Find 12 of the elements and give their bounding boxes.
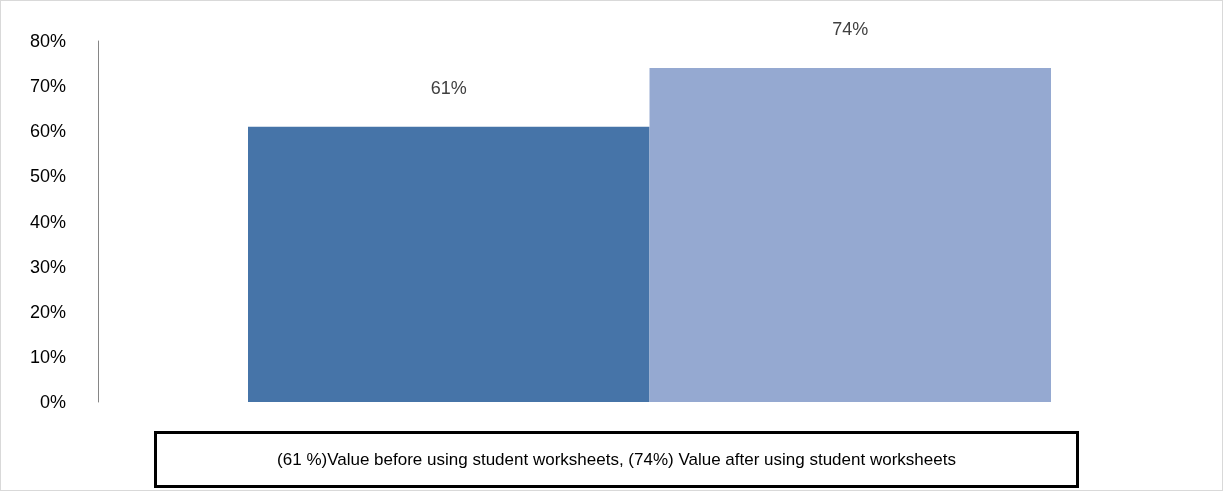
y-tick-label: 50%: [29, 166, 66, 187]
y-tick-label: 0%: [39, 392, 66, 412]
data-label: 74%: [832, 19, 869, 40]
y-tick-label: 60%: [29, 121, 66, 142]
y-tick-label: 30%: [29, 256, 66, 277]
y-tick-label: 80%: [29, 31, 66, 51]
data-label: 61%: [430, 77, 467, 98]
y-tick-label: 70%: [29, 76, 66, 97]
text: (61 %)Value before using student worksheets, (74%) Value after using student worksheets: [277, 450, 956, 469]
y-tick-label: 10%: [29, 346, 66, 367]
y-tick-label: 40%: [29, 211, 66, 232]
y-tick-label: 20%: [29, 301, 66, 322]
